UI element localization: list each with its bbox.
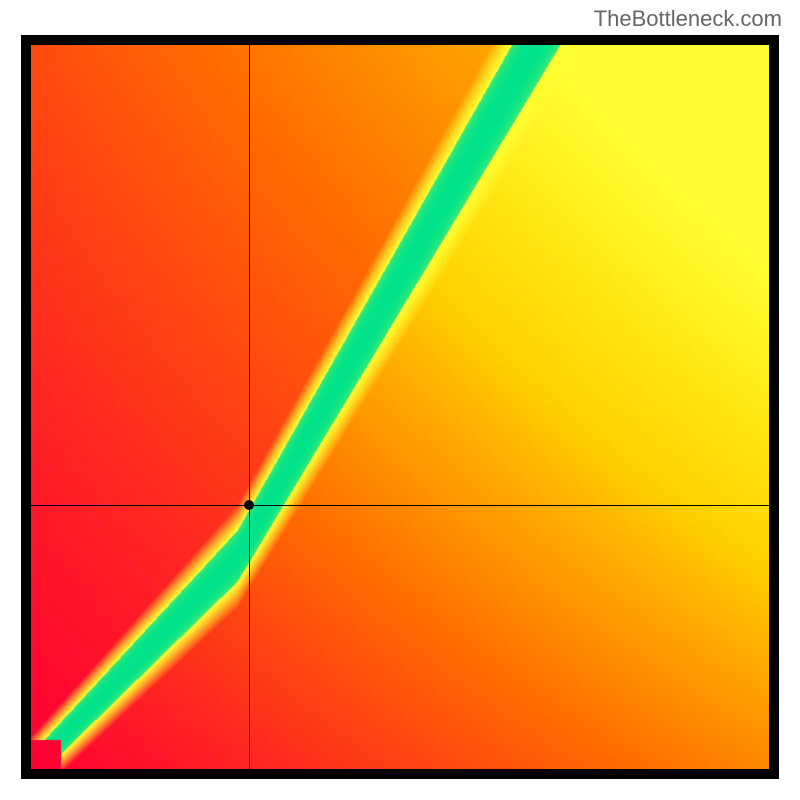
marker-dot: [244, 500, 254, 510]
chart-container: TheBottleneck.com: [0, 0, 800, 800]
heatmap-canvas: [31, 45, 769, 769]
crosshair-vertical: [249, 35, 250, 779]
plot-area: [21, 35, 779, 779]
crosshair-horizontal: [21, 505, 779, 506]
watermark-text: TheBottleneck.com: [594, 6, 782, 32]
